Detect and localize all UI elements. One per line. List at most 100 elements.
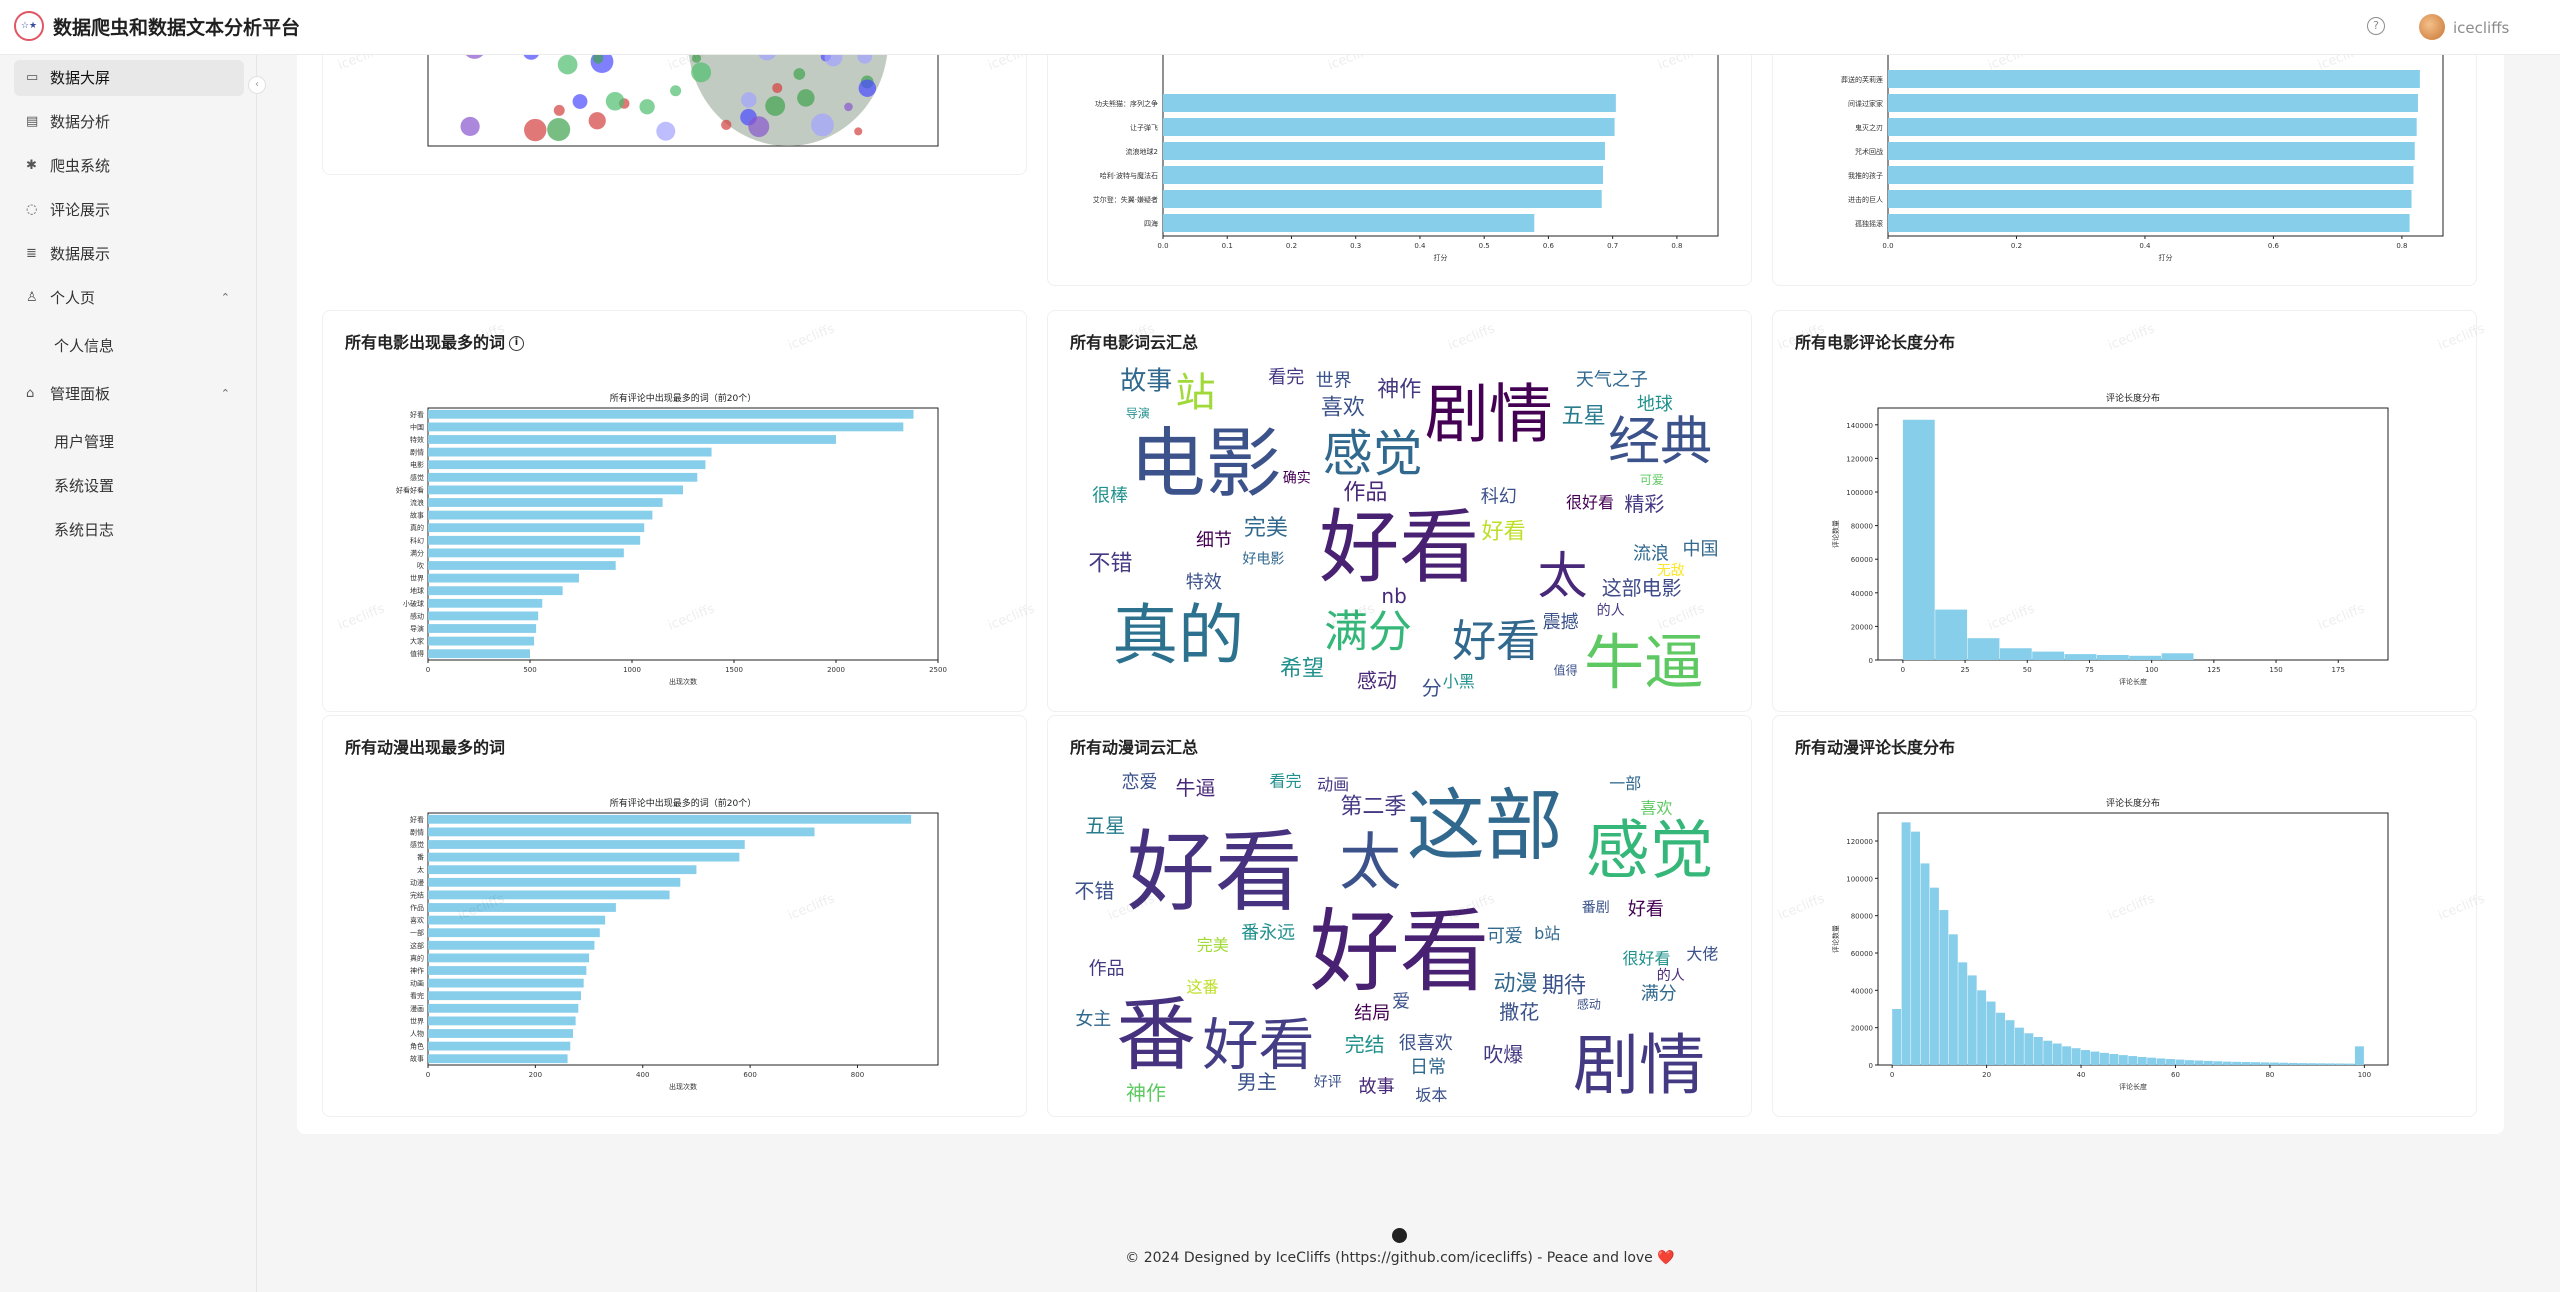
username[interactable]: icecliffs xyxy=(2453,19,2510,37)
bubble xyxy=(844,102,853,112)
avatar[interactable] xyxy=(2419,14,2445,40)
sidebar-item-personal-info[interactable]: 个人信息 xyxy=(54,337,115,355)
cloud-word: 不错 xyxy=(1074,879,1114,903)
tick-label: 故事 xyxy=(410,1054,424,1063)
cloud-word: 好看 xyxy=(1452,616,1540,667)
bar xyxy=(2014,1027,2024,1065)
bar xyxy=(428,472,698,482)
cloud-word: 撒花 xyxy=(1499,1000,1539,1024)
chevron-up-icon[interactable]: ⌃ xyxy=(220,387,230,400)
github-icon[interactable] xyxy=(1392,1228,1407,1243)
bar xyxy=(2161,653,2194,660)
bar xyxy=(428,840,745,849)
app-title[interactable]: 数据爬虫和数据文本分析平台 xyxy=(53,17,301,39)
card-title: 所有动漫词云汇总 xyxy=(1070,738,1199,757)
cloud-word: 好看 xyxy=(1203,1014,1315,1079)
bar xyxy=(2118,1055,2128,1065)
sidebar-item-user-management[interactable]: 用户管理 xyxy=(54,433,115,451)
tick-label: 流浪 xyxy=(410,498,424,507)
collapse-sidebar-button[interactable]: ‹ xyxy=(248,76,266,94)
bar xyxy=(428,435,836,444)
bar xyxy=(428,573,579,583)
cloud-word: 感动 xyxy=(1577,996,1601,1011)
sidebar-item-label: 数据展示 xyxy=(50,245,111,263)
tick-label: 剧情 xyxy=(410,827,424,836)
sidebar-item-system-settings[interactable]: 系统设置 xyxy=(54,477,115,495)
cloud-word: 恋爱 xyxy=(1122,771,1158,793)
bar xyxy=(2345,1063,2355,1065)
bar xyxy=(2184,1060,2194,1065)
anime-words-chart: 所有评论中出现最多的词（前20个） 好看剧情感觉番太动漫完结作品喜欢一部这部真的神… xyxy=(410,797,939,1091)
bubble xyxy=(524,118,547,142)
sidebar-item-data[interactable]: ≣ 数据展示 xyxy=(14,236,244,272)
chevron-up-icon[interactable]: ⌃ xyxy=(220,291,230,304)
cloud-word: 好看 xyxy=(1310,900,1490,1005)
cloud-word: 好看 xyxy=(1127,820,1303,923)
tick-label: 真的 xyxy=(410,523,424,532)
bar xyxy=(1163,142,1605,160)
tick-label: 0.4 xyxy=(1414,242,1426,250)
app-logo[interactable]: ☆★ xyxy=(14,11,44,41)
tick-label: 0.6 xyxy=(2268,242,2280,250)
tick-label: 功夫熊猫：序列之争 xyxy=(1095,99,1158,108)
sidebar-item-dashboard[interactable]: ▭ 数据大屏 xyxy=(14,60,244,96)
bubble xyxy=(691,53,702,63)
bar xyxy=(428,409,914,419)
cloud-word: 感觉 xyxy=(1586,815,1714,889)
tick-label: 0 xyxy=(426,1071,430,1079)
cloud-word: 无敌 xyxy=(1657,563,1685,579)
tick-label: 真的 xyxy=(410,953,424,962)
info-circle-icon[interactable]: i xyxy=(509,336,525,351)
bar xyxy=(1163,118,1615,136)
tick-label: 这部 xyxy=(410,941,424,950)
bar xyxy=(428,1054,568,1064)
bubble xyxy=(691,62,712,83)
sidebar-group-admin[interactable]: ⌂ 管理面板 ⌃ xyxy=(14,376,244,412)
sidebar-item-label: 评论展示 xyxy=(50,201,111,219)
cloud-word: 站 xyxy=(1176,370,1216,416)
cloud-word: 一部 xyxy=(1609,774,1641,793)
bar xyxy=(428,447,712,457)
cloud-word: 满分 xyxy=(1324,607,1412,658)
bar xyxy=(2279,1062,2289,1065)
sidebar-item-comments[interactable]: ◌ 评论展示 xyxy=(14,192,244,228)
bar xyxy=(2269,1062,2279,1065)
bar xyxy=(428,523,645,533)
tick-label: 40000 xyxy=(1851,987,1873,995)
axis-label: 评论数量 xyxy=(1831,520,1840,548)
bubble xyxy=(772,82,783,94)
tick-label: 故事 xyxy=(410,511,424,520)
bar xyxy=(2081,1050,2090,1065)
bar xyxy=(2213,1061,2223,1065)
cloud-word: 感动 xyxy=(1357,668,1397,692)
bar xyxy=(1163,190,1602,208)
tick-label: 200 xyxy=(529,1071,542,1079)
bar xyxy=(428,978,584,988)
cloud-word: 这部电影 xyxy=(1602,576,1682,600)
cloud-word: 中国 xyxy=(1683,539,1719,560)
cloud-word: 很好看 xyxy=(1623,949,1671,968)
movie-length-chart: 评论长度分布 0 25 50 75 100 125 150 175 0 20000 40000 6000… xyxy=(1831,392,2389,686)
sidebar-item-crawler[interactable]: ✱ 爬虫系统 xyxy=(14,148,244,184)
tick-label: 电影 xyxy=(410,460,424,469)
bar xyxy=(1888,166,2414,184)
cloud-word: 好评 xyxy=(1314,1074,1342,1090)
bar xyxy=(428,1041,571,1051)
tick-label: 120000 xyxy=(1846,838,1873,846)
sidebar-group-profile[interactable]: ♙ 个人页 ⌃ xyxy=(14,280,244,316)
cloud-word: 很好看 xyxy=(1566,493,1614,512)
cloud-word: 好电影 xyxy=(1242,552,1284,568)
cloud-word: 牛逼 xyxy=(1584,629,1704,699)
sidebar-item-analysis[interactable]: ▤ 数据分析 xyxy=(14,104,244,140)
sidebar-item-system-logs[interactable]: 系统日志 xyxy=(54,521,115,539)
bar xyxy=(428,991,581,1001)
bar xyxy=(1888,190,2412,208)
bubble xyxy=(765,96,786,116)
axis-label: 打分 xyxy=(2159,253,2173,262)
tick-label: 孤独摇滚 xyxy=(1855,219,1883,228)
tick-label: 世界 xyxy=(410,574,424,583)
tick-label: 0.0 xyxy=(1157,242,1168,250)
question-circle-icon[interactable]: ? xyxy=(2367,17,2385,35)
bar xyxy=(2326,1063,2336,1065)
